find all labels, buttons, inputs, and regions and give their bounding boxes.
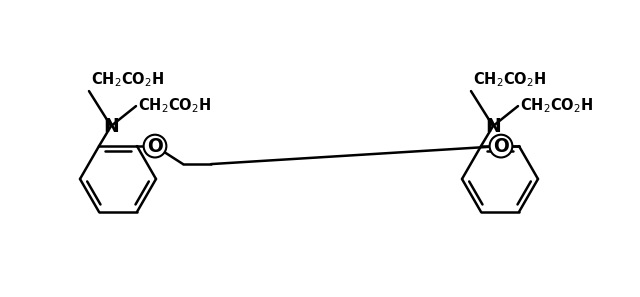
Text: CH$_2$CO$_2$H: CH$_2$CO$_2$H xyxy=(138,97,211,116)
Text: N: N xyxy=(485,117,501,136)
Text: CH$_2$CO$_2$H: CH$_2$CO$_2$H xyxy=(473,70,547,89)
Text: N: N xyxy=(103,117,119,136)
Text: CH$_2$CO$_2$H: CH$_2$CO$_2$H xyxy=(520,97,593,116)
Text: CH$_2$CO$_2$H: CH$_2$CO$_2$H xyxy=(91,70,164,89)
Text: O: O xyxy=(147,137,163,156)
Text: O: O xyxy=(493,137,509,156)
